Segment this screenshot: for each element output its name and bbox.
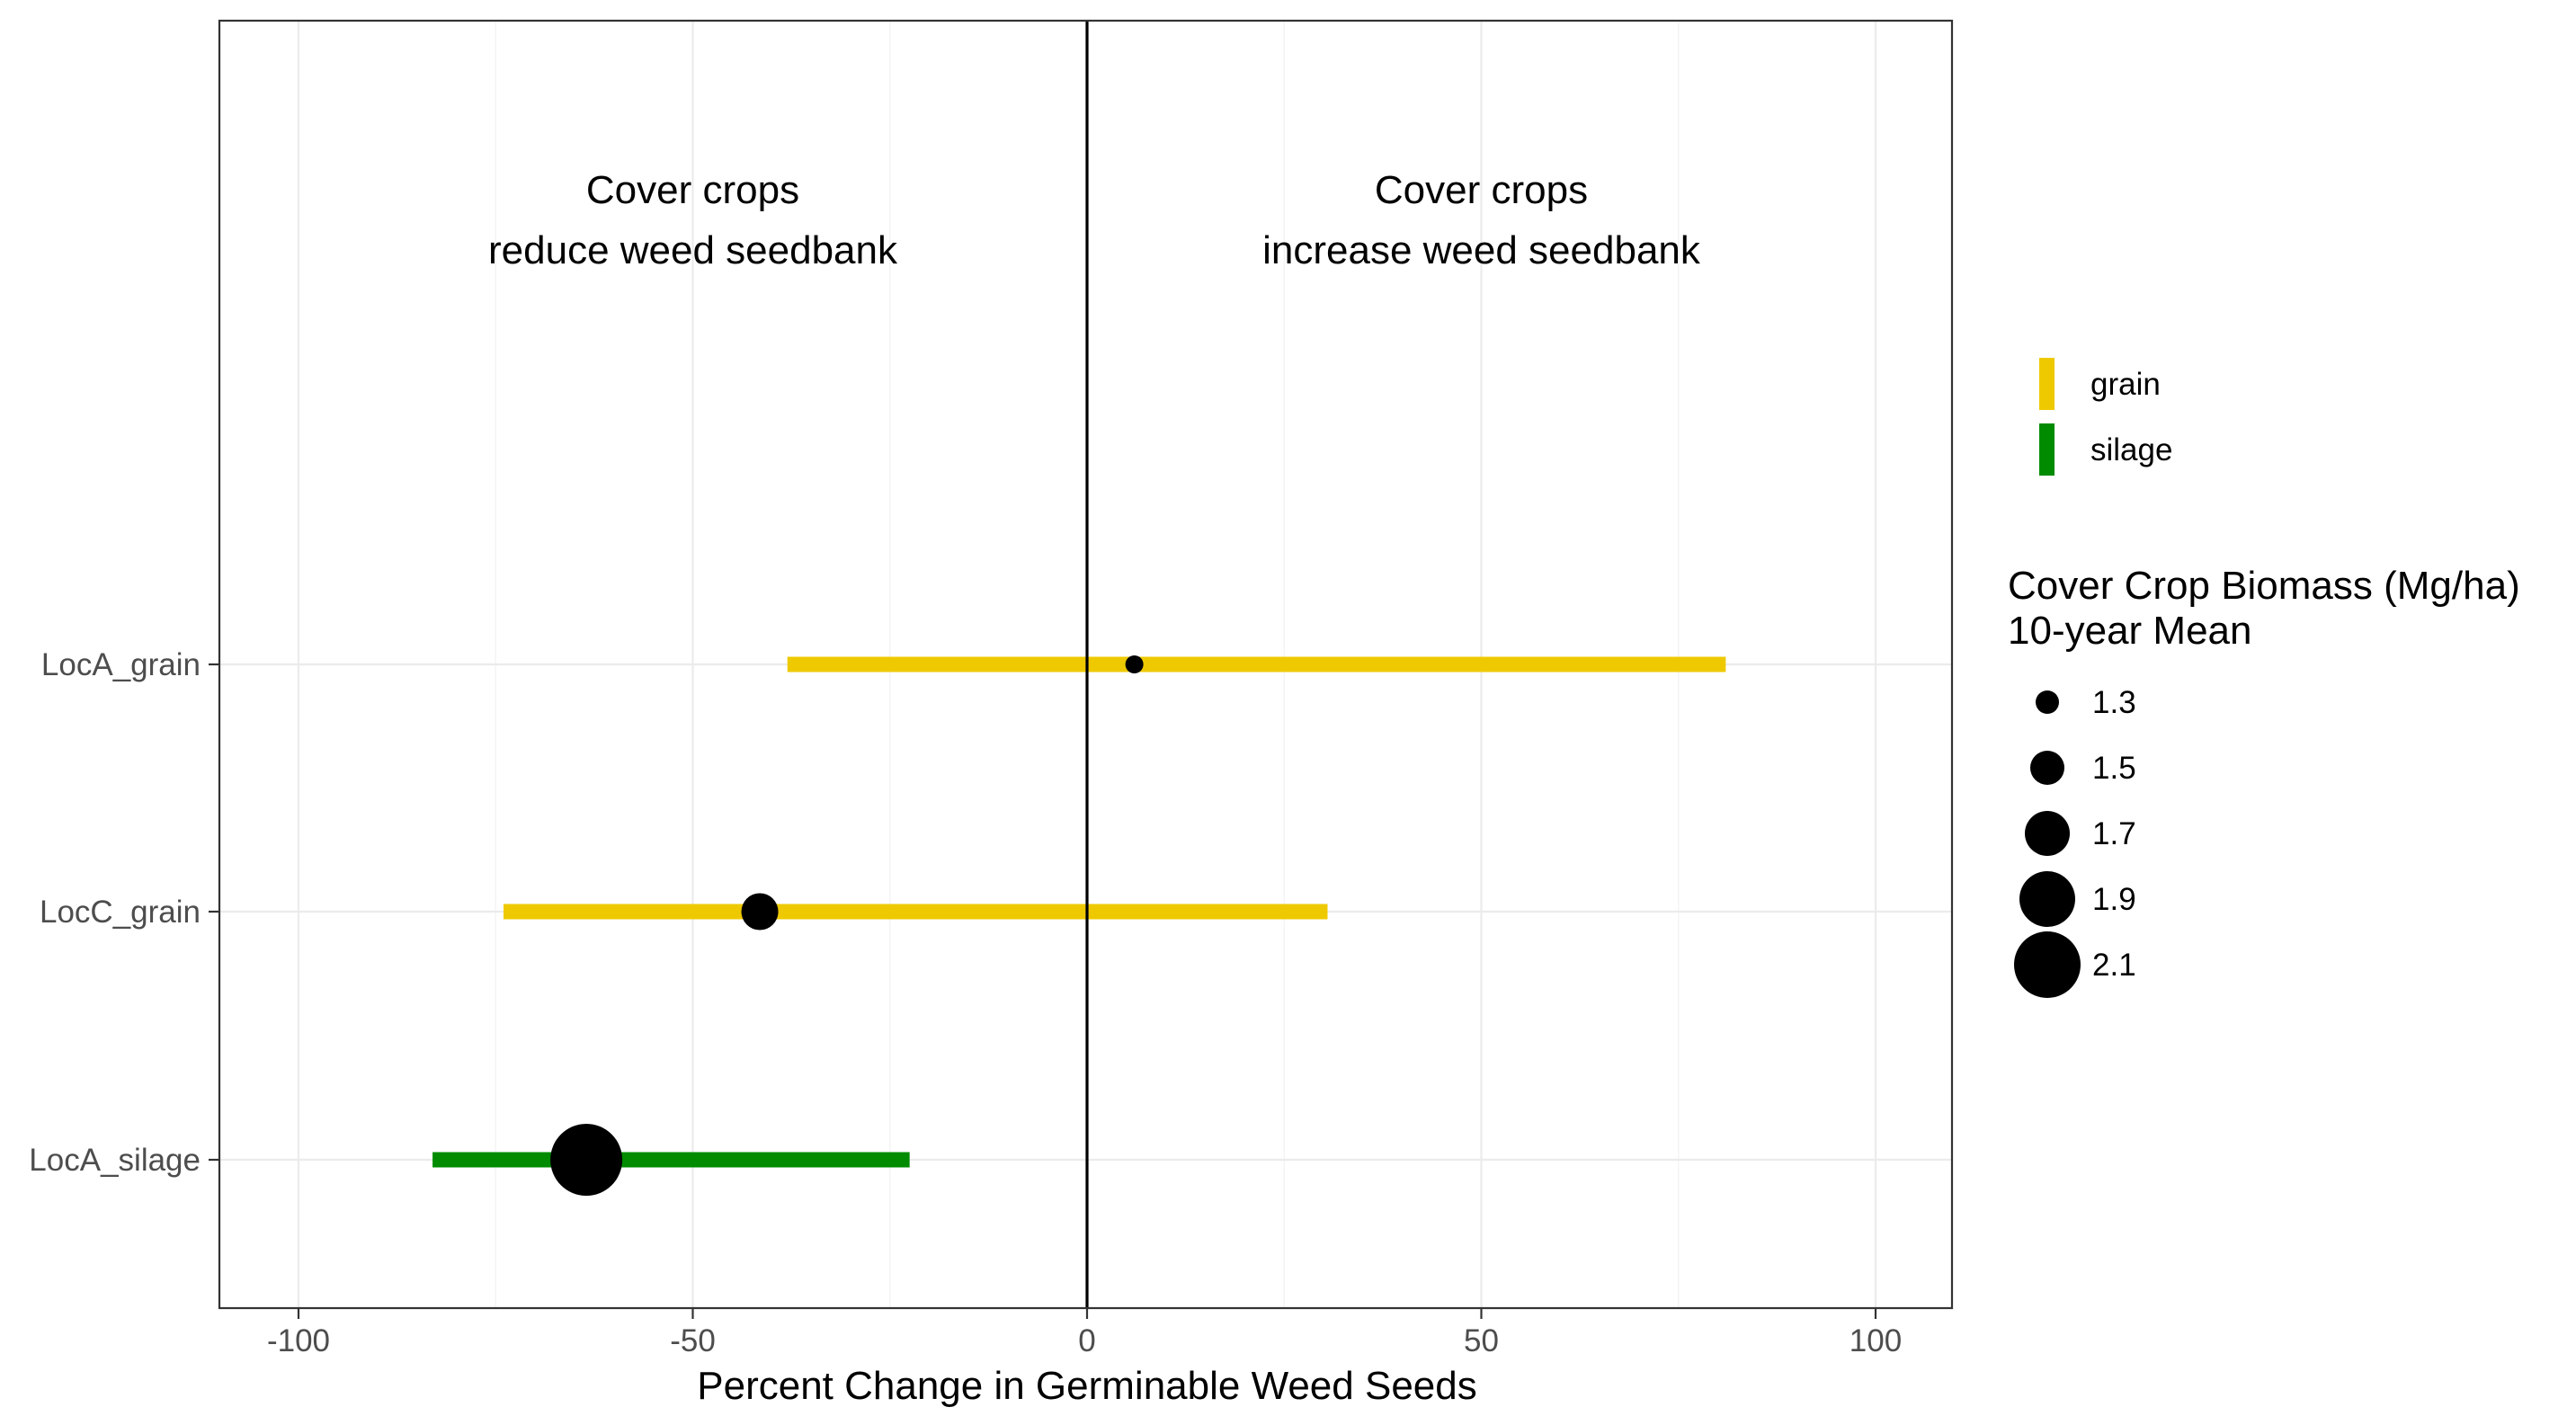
x-axis: -100 -50 0 50 100 bbox=[267, 1308, 1902, 1358]
annotation-0-line-0: Cover crops bbox=[586, 168, 799, 212]
interval-bar-LocA_grain bbox=[787, 656, 1726, 672]
annotations: Cover crops reduce weed seedbank Cover cro… bbox=[488, 168, 1701, 272]
annotation-0-line-1: reduce weed seedbank bbox=[488, 228, 898, 272]
legend-type: grain silage bbox=[2039, 358, 2172, 476]
legend-label-grain: grain bbox=[2090, 367, 2161, 402]
legend-size-label: 1.3 bbox=[2092, 685, 2136, 720]
estimate-points bbox=[550, 655, 1144, 1196]
estimate-point-LocA_grain bbox=[1125, 655, 1144, 673]
annotation-1-line-0: Cover crops bbox=[1375, 168, 1588, 212]
y-tick-label: LocC_grain bbox=[40, 895, 201, 930]
x-tick-label: 100 bbox=[1850, 1323, 1902, 1358]
legend-title-line-1: 10-year Mean bbox=[2008, 609, 2251, 653]
legend-size-key bbox=[2036, 690, 2059, 714]
legend-size-key bbox=[2025, 811, 2070, 856]
legend-key-silage bbox=[2039, 423, 2055, 476]
y-axis: LocA_grain LocC_grain LocA_silage bbox=[29, 647, 219, 1178]
y-tick-label: LocA_grain bbox=[41, 647, 201, 682]
x-tick-label: 0 bbox=[1078, 1323, 1095, 1358]
legend-size-key bbox=[2019, 871, 2075, 927]
interval-bar-LocC_grain bbox=[504, 904, 1328, 920]
legend-size-key bbox=[2014, 931, 2081, 998]
interval-bar-LocA_silage bbox=[432, 1152, 910, 1168]
legend-size-label: 1.9 bbox=[2092, 882, 2136, 917]
legend-size-label: 1.7 bbox=[2092, 816, 2136, 851]
y-tick-label: LocA_silage bbox=[29, 1143, 201, 1178]
x-tick-label: 50 bbox=[1464, 1323, 1499, 1358]
legend-size-label: 2.1 bbox=[2092, 948, 2136, 983]
x-tick-label: -50 bbox=[670, 1323, 716, 1358]
x-axis-title: Percent Change in Germinable Weed Seeds bbox=[697, 1364, 1476, 1408]
legend-biomass: Cover Crop Biomass (Mg/ha)10-year Mean 1.… bbox=[2008, 564, 2520, 998]
legend-size-label: 1.5 bbox=[2092, 751, 2136, 786]
legend-size-key bbox=[2030, 751, 2064, 785]
legend-key-grain bbox=[2039, 358, 2055, 410]
estimate-point-LocC_grain bbox=[741, 893, 779, 931]
annotation-1-line-1: increase weed seedbank bbox=[1262, 228, 1701, 272]
estimate-point-LocA_silage bbox=[550, 1124, 623, 1196]
legend-label-silage: silage bbox=[2090, 432, 2172, 468]
legend-title-line-0: Cover Crop Biomass (Mg/ha) bbox=[2008, 564, 2520, 608]
x-tick-label: -100 bbox=[267, 1323, 330, 1358]
